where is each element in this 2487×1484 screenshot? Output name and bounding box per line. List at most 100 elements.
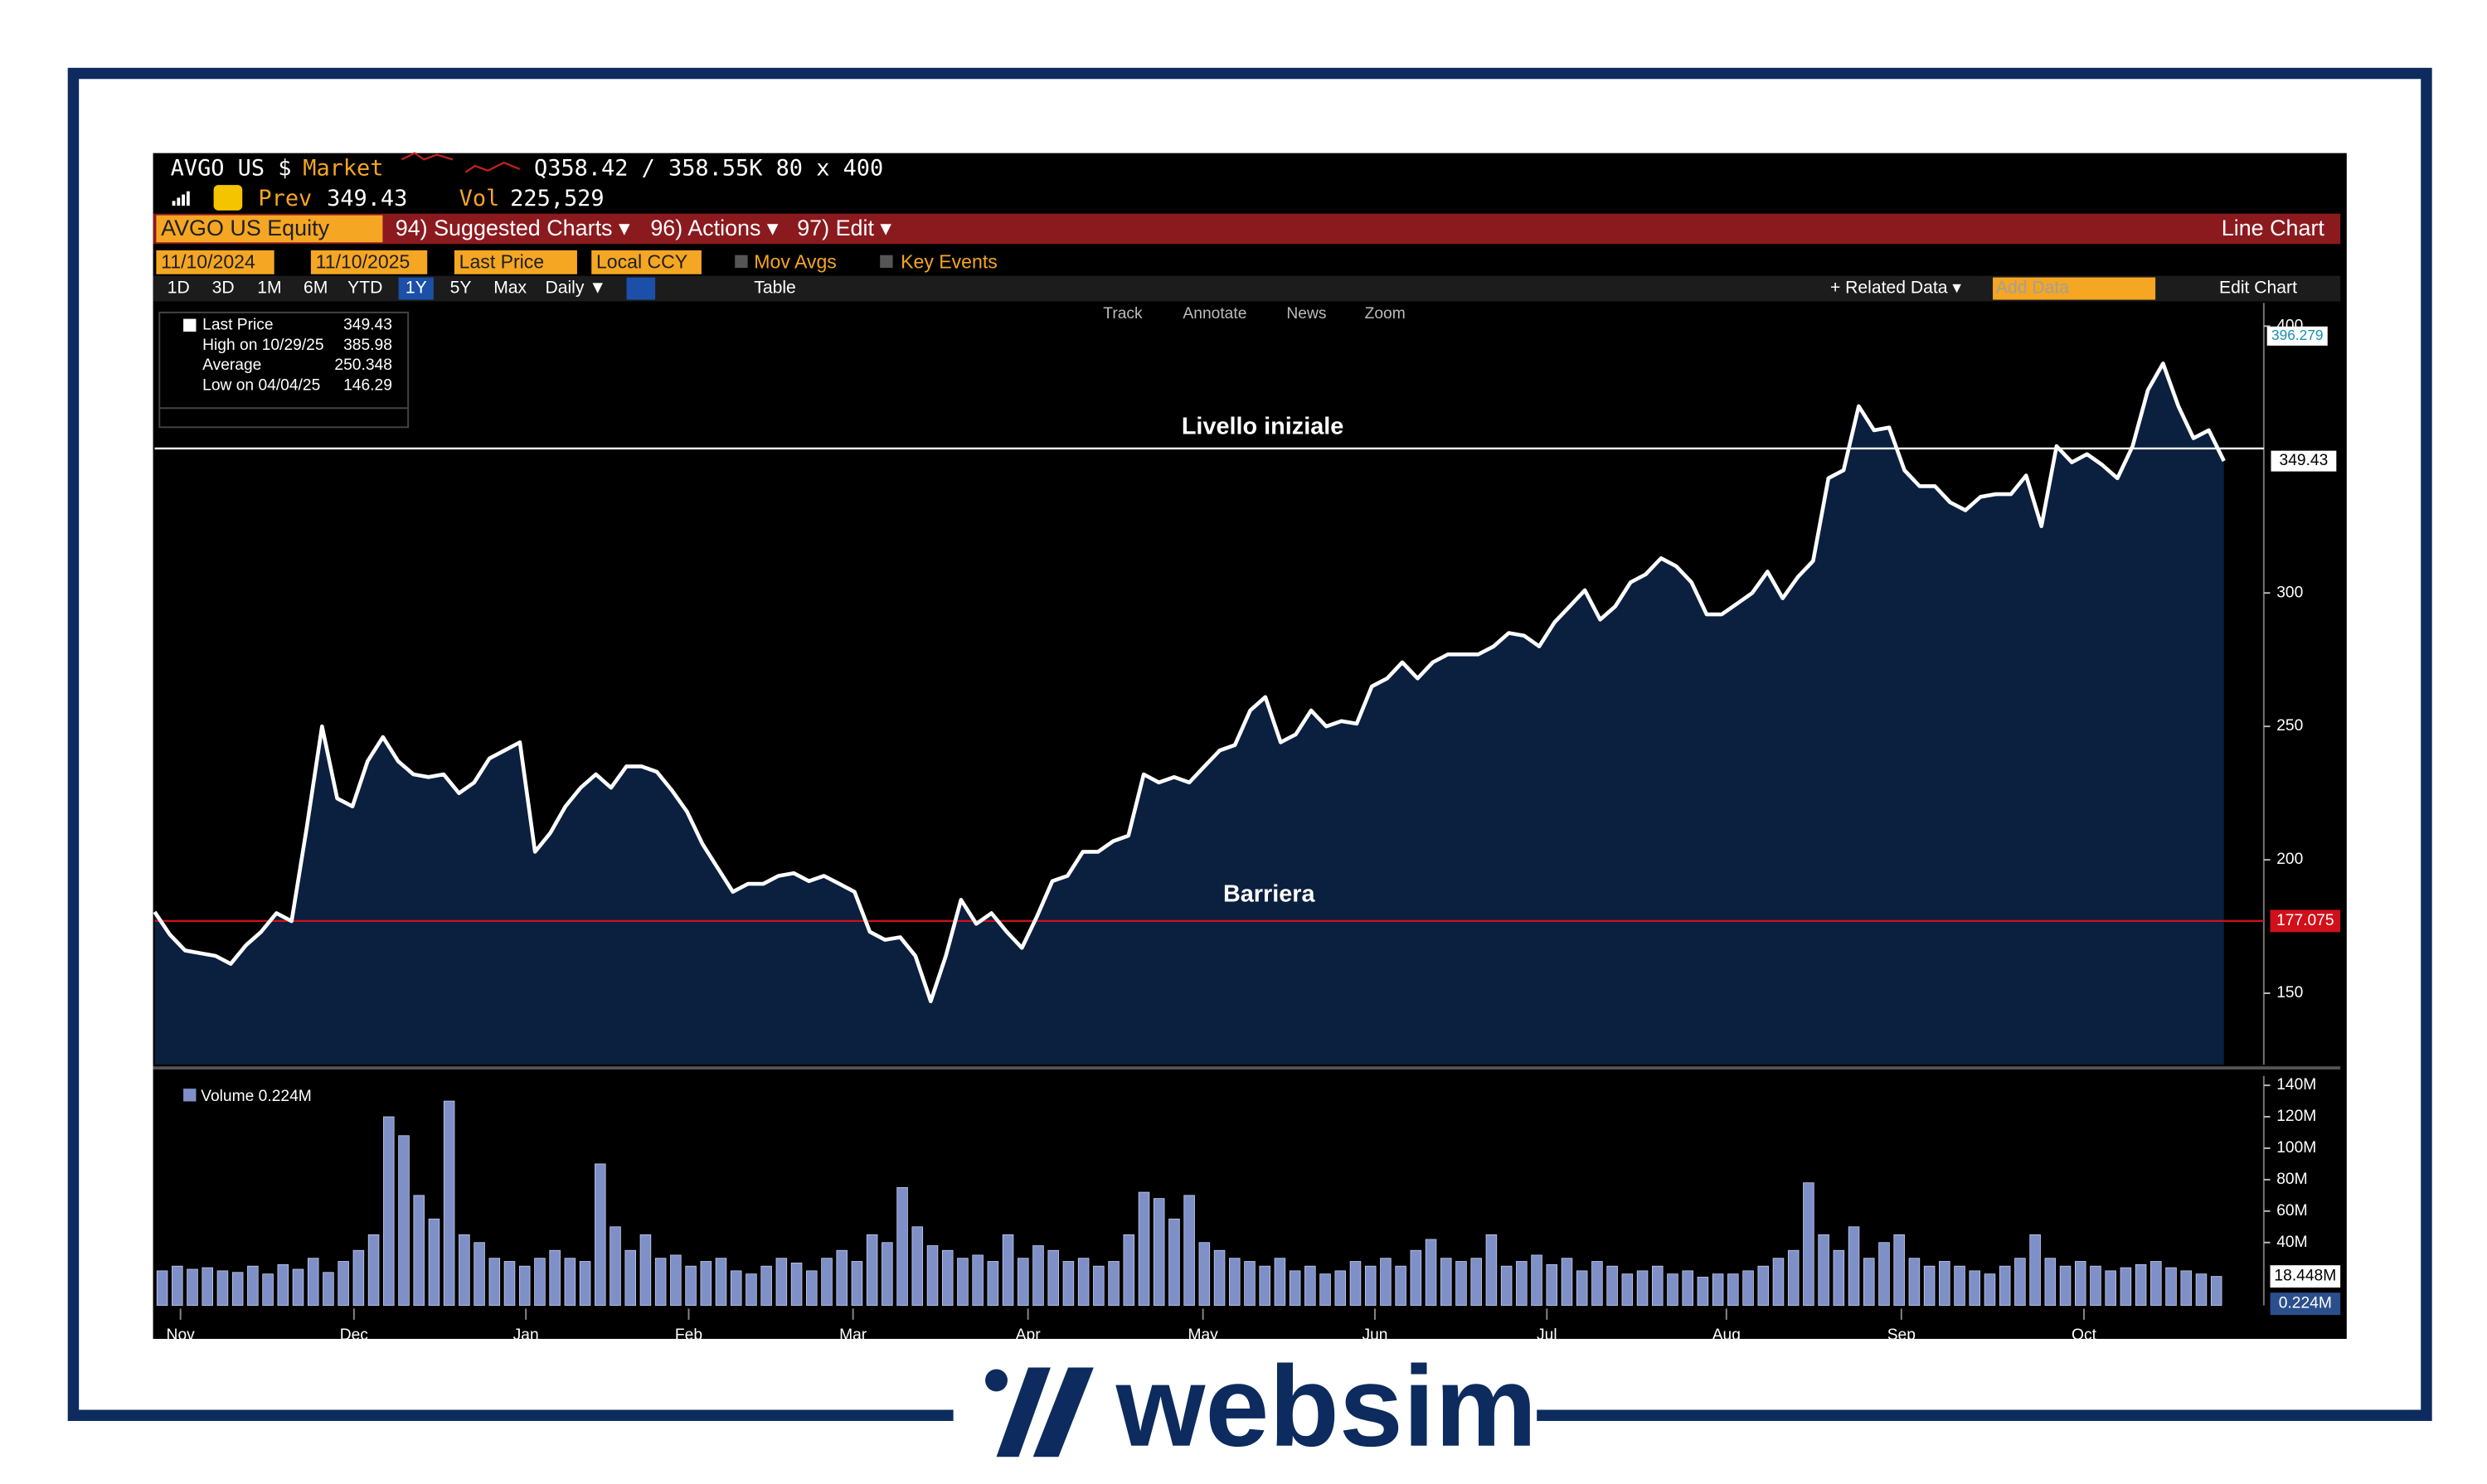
end-box[interactable] [310, 250, 428, 274]
volume-bar [2059, 1265, 2072, 1306]
volume-bar [957, 1258, 969, 1306]
x-tick-label: Apr [1016, 1326, 1042, 1344]
period[interactable]: 1Y [406, 279, 427, 298]
table[interactable]: Table [754, 279, 796, 298]
currency-box[interactable] [591, 250, 702, 274]
volume-bar [1848, 1226, 1860, 1306]
tool[interactable]: News [1286, 305, 1326, 323]
edit-chart[interactable]: Edit Chart [2219, 279, 2297, 298]
vol-value: 225,529 [510, 186, 604, 211]
volume-bar [1833, 1249, 1845, 1306]
volume-bar [941, 1249, 954, 1306]
x-tick-label: Aug [1712, 1326, 1741, 1344]
volume-bar [202, 1267, 213, 1306]
line-mode[interactable] [626, 277, 656, 300]
period[interactable]: 1M [257, 279, 281, 298]
x-tick-label: Oct [2072, 1326, 2097, 1344]
volume-bar [1002, 1234, 1014, 1306]
volume-bar [1168, 1218, 1180, 1306]
y-tick-label: 200 [2276, 851, 2303, 868]
function-bar [153, 213, 2341, 245]
volume-bar [1606, 1265, 1618, 1306]
legend-label: Last Price [202, 316, 273, 333]
volume-bar [700, 1261, 712, 1306]
volume-bar [247, 1265, 259, 1306]
volume-bar [474, 1242, 485, 1306]
logo-dot [985, 1369, 1008, 1392]
volume-bar [670, 1254, 682, 1306]
legend-value: 250.348 [334, 356, 391, 374]
barrier-tag-label: 177.075 [2276, 912, 2334, 929]
y-tick-label: 120M [2276, 1108, 2316, 1125]
checkbox[interactable] [880, 255, 893, 269]
volume-bar [730, 1270, 742, 1306]
legend-value: 385.98 [343, 337, 392, 354]
field-box[interactable] [454, 250, 577, 274]
volume-bar [1939, 1261, 1950, 1306]
suggested-charts[interactable]: 94) Suggested Charts ▾ [396, 216, 630, 240]
volume-bar [1803, 1182, 1814, 1306]
key-events[interactable]: Key Events [901, 250, 998, 272]
brand: websim [1115, 1343, 1537, 1471]
start-date[interactable]: 11/10/2024 [161, 250, 255, 272]
volume-bar [1969, 1270, 1981, 1306]
volume-bar [1727, 1273, 1739, 1306]
legend-swatch [183, 318, 197, 332]
volume-bar [2210, 1276, 2222, 1306]
volume-bar [746, 1273, 757, 1306]
mov-avgs[interactable]: Mov Avgs [754, 250, 837, 272]
prev-label: Prev [258, 186, 312, 211]
quote: Q358.42 / 358.55K 80 x 400 [534, 155, 883, 181]
high-tag [2266, 326, 2328, 346]
volume-bar [2075, 1261, 2086, 1306]
volume-bar [398, 1135, 410, 1306]
related-data[interactable]: + Related Data ▾ [1830, 279, 1961, 298]
period[interactable]: 1D [168, 279, 190, 298]
volume-bar [1546, 1263, 1558, 1306]
volume-bar [549, 1249, 561, 1306]
volume-bar [1591, 1261, 1603, 1306]
period[interactable]: 5Y [450, 279, 472, 298]
volume-bar [2135, 1263, 2147, 1306]
volume-bar [1304, 1265, 1316, 1306]
x-tick-label: Sep [1887, 1326, 1916, 1344]
security[interactable]: AVGO US Equity [161, 216, 329, 240]
legend-label: Low on 04/04/25 [202, 377, 320, 395]
period[interactable]: YTD [347, 279, 382, 298]
checkbox[interactable] [735, 255, 748, 269]
period[interactable]: Max [493, 279, 527, 298]
actions[interactable]: 96) Actions ▾ [650, 216, 779, 240]
volume-bar [1531, 1254, 1542, 1306]
x-tick-label: May [1188, 1326, 1218, 1344]
start-box[interactable] [156, 250, 274, 274]
period[interactable]: 6M [304, 279, 328, 298]
volume-bar [1999, 1265, 2011, 1306]
tool[interactable]: Zoom [1365, 305, 1406, 323]
add-data-box[interactable] [1993, 277, 2156, 300]
field[interactable]: Last Price [459, 250, 544, 272]
volume-bar [1652, 1265, 1664, 1306]
period[interactable]: 3D [212, 279, 235, 298]
x-tick-label: Feb [675, 1326, 702, 1344]
tool[interactable]: Track [1103, 305, 1143, 323]
volume-bar [2090, 1265, 2101, 1306]
volume-bar [639, 1234, 652, 1306]
volume-bar [1349, 1261, 1362, 1306]
tool[interactable]: Annotate [1183, 305, 1246, 323]
volume-bar [292, 1268, 304, 1306]
frequency[interactable]: Daily ▼ [545, 279, 606, 298]
security-box[interactable] [156, 215, 383, 243]
add-data[interactable]: Add Data [1996, 279, 2069, 298]
end-date[interactable]: 11/10/2025 [316, 250, 410, 272]
volume-bar [911, 1226, 924, 1306]
x-tick-label: Nov [167, 1326, 196, 1344]
volume-bar [488, 1258, 501, 1306]
currency[interactable]: Local CCY [596, 250, 687, 272]
volume-bar [1395, 1265, 1406, 1306]
volume-bar [1047, 1249, 1059, 1306]
volume-bar [806, 1270, 818, 1306]
sparkline-icon [401, 152, 521, 173]
edit[interactable]: 97) Edit ▾ [797, 216, 891, 240]
volume-bar [518, 1265, 531, 1306]
y-tick-label: 40M [2276, 1234, 2307, 1251]
